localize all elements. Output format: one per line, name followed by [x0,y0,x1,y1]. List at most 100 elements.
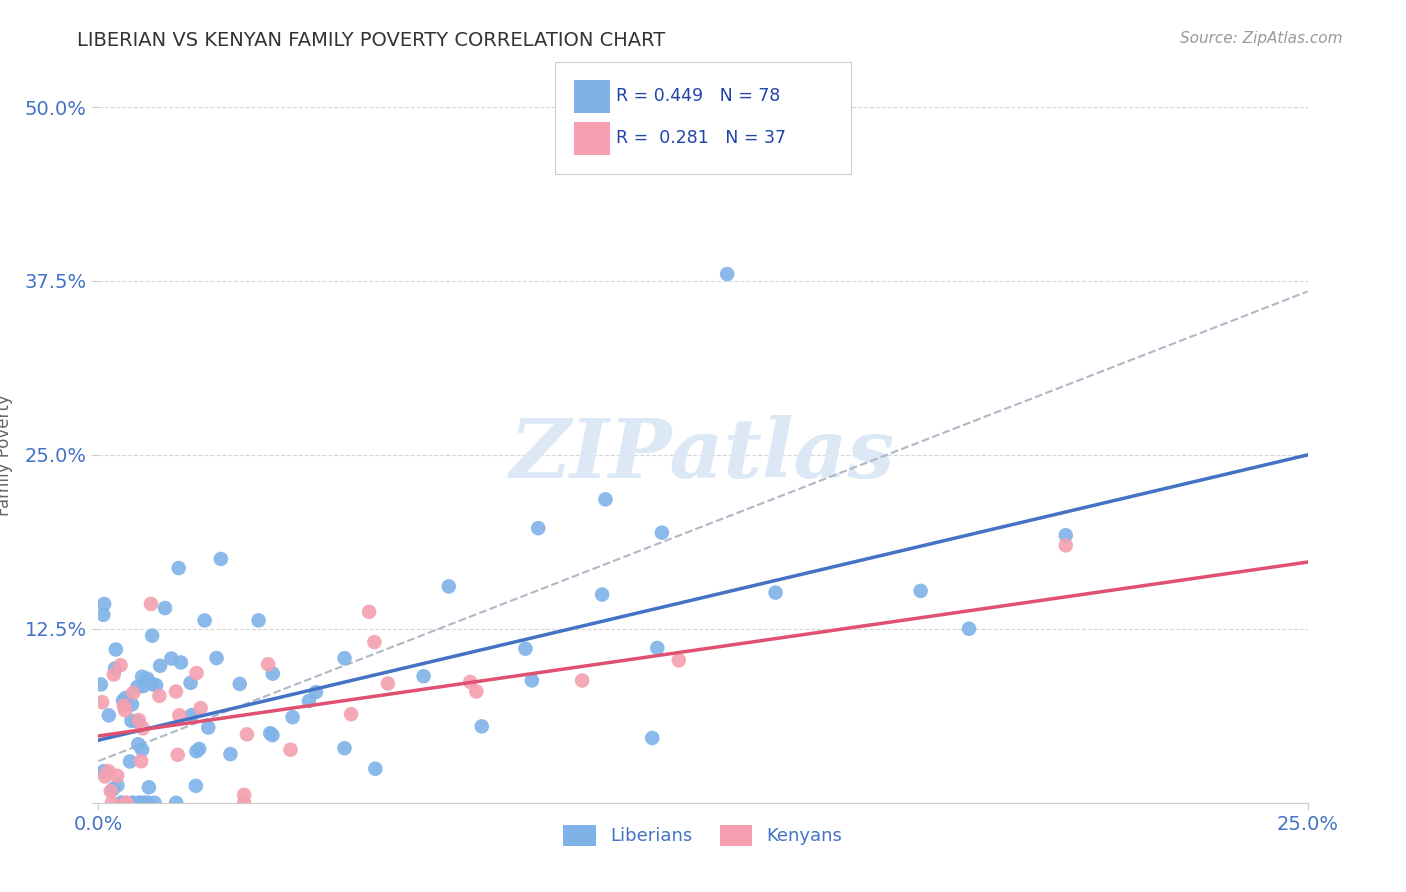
Point [138,780,160,795]
Point [97,708,120,723]
Point [127,737,149,751]
Point [229,677,252,691]
Point [111,796,134,810]
Point [197,721,219,735]
Point [136,672,159,686]
Point [645,640,668,655]
Point [100,784,122,798]
Point [910,583,932,598]
Point [180,708,202,723]
Point [333,741,356,756]
Point [333,651,356,665]
Point [194,614,217,628]
Point [1054,538,1077,552]
Point [115,796,138,810]
Point [94,769,117,783]
Point [527,521,550,535]
Point [101,796,124,810]
Point [595,492,617,507]
Point [591,588,613,602]
Point [188,742,211,756]
Point [262,666,284,681]
Point [437,579,460,593]
Point [114,703,136,717]
Point [93,764,115,779]
Point [957,622,980,636]
Point [219,747,242,761]
Point [167,561,190,575]
Text: ZIPatlas: ZIPatlas [510,415,896,495]
Point [131,670,153,684]
Point [122,796,145,810]
Point [233,796,256,810]
Point [257,657,280,672]
Point [97,764,120,779]
Text: R =  0.281   N = 37: R = 0.281 N = 37 [616,129,786,147]
Point [1054,528,1077,542]
Point [143,796,166,810]
Point [105,769,128,783]
Point [153,601,176,615]
Point [110,796,132,810]
Point [114,690,136,705]
Point [93,607,115,622]
Point [305,685,328,699]
Point [107,778,129,792]
Point [641,731,664,745]
Point [186,666,208,681]
Point [127,680,149,694]
Point [93,597,115,611]
Point [125,714,148,729]
Point [134,796,156,810]
Point [412,669,434,683]
Point [115,796,138,810]
Point [363,635,385,649]
Text: LIBERIAN VS KENYAN FAMILY POVERTY CORRELATION CHART: LIBERIAN VS KENYAN FAMILY POVERTY CORREL… [77,31,665,50]
Point [129,754,152,768]
Point [209,552,232,566]
Point [458,674,481,689]
Point [149,658,172,673]
Point [128,713,150,727]
Point [132,679,155,693]
Point [138,796,160,810]
Point [121,796,143,810]
Point [118,755,141,769]
Point [716,267,738,281]
Point [190,701,212,715]
Point [165,796,187,810]
Point [128,796,150,810]
Point [121,714,143,728]
Legend: Liberians, Kenyans: Liberians, Kenyans [557,818,849,853]
Point [91,695,114,709]
Point [298,694,321,708]
Point [571,673,593,688]
Text: R = 0.449   N = 78: R = 0.449 N = 78 [616,87,780,105]
Point [364,762,387,776]
Point [668,653,690,667]
Y-axis label: Family Poverty: Family Poverty [0,394,14,516]
Point [101,782,124,797]
Point [160,651,183,665]
Point [112,698,135,713]
Point [166,747,188,762]
Point [141,629,163,643]
Point [520,673,543,688]
Point [103,667,125,681]
Point [262,728,284,742]
Point [169,708,191,723]
Point [131,743,153,757]
Point [280,742,302,756]
Point [180,676,202,690]
Point [184,779,207,793]
Point [145,678,167,692]
Point [515,641,537,656]
Point [471,719,494,733]
Point [139,597,162,611]
Point [247,613,270,627]
Point [104,642,127,657]
Point [129,796,152,810]
Text: Source: ZipAtlas.com: Source: ZipAtlas.com [1180,31,1343,46]
Point [104,661,127,675]
Point [122,686,145,700]
